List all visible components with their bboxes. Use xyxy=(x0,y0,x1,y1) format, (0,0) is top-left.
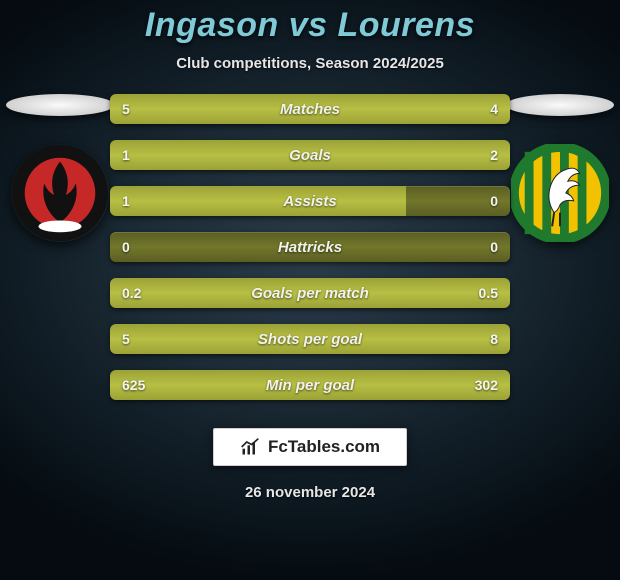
footer: FcTables.com xyxy=(0,428,620,466)
metric-row: 58Shots per goal xyxy=(110,324,510,354)
fill-right xyxy=(242,140,510,170)
player-left-side xyxy=(0,94,120,242)
fctables-badge: FcTables.com xyxy=(213,428,407,466)
fill-right xyxy=(226,278,510,308)
fill-left xyxy=(110,370,378,400)
metric-label: Hattricks xyxy=(110,232,510,262)
helmond-badge-icon xyxy=(11,144,109,242)
value-left: 5 xyxy=(122,324,130,354)
comparison-arena: 54Matches12Goals10Assists00Hattricks0.20… xyxy=(0,94,620,424)
value-right: 2 xyxy=(490,140,498,170)
page-title: Ingason vs Lourens xyxy=(0,6,620,45)
value-right: 8 xyxy=(490,324,498,354)
value-left: 1 xyxy=(122,186,130,216)
nameplate-right xyxy=(506,94,614,116)
value-right: 0 xyxy=(490,232,498,262)
fill-left xyxy=(110,324,262,354)
metric-row: 54Matches xyxy=(110,94,510,124)
date-text: 26 november 2024 xyxy=(0,484,620,501)
fill-left xyxy=(110,186,406,216)
value-right: 302 xyxy=(475,370,498,400)
value-right: 0 xyxy=(490,186,498,216)
metric-row: 10Assists xyxy=(110,186,510,216)
value-left: 0 xyxy=(122,232,130,262)
metric-bars: 54Matches12Goals10Assists00Hattricks0.20… xyxy=(110,94,510,416)
fill-right xyxy=(330,94,510,124)
value-left: 1 xyxy=(122,140,130,170)
club-badge-right xyxy=(511,144,609,242)
fill-left xyxy=(110,94,330,124)
brand-text: FcTables.com xyxy=(268,437,380,457)
value-left: 625 xyxy=(122,370,145,400)
value-right: 4 xyxy=(490,94,498,124)
fill-right xyxy=(262,324,510,354)
club-badge-left xyxy=(11,144,109,242)
metric-row: 0.20.5Goals per match xyxy=(110,278,510,308)
metric-row: 0 0Hattricks xyxy=(110,232,510,262)
ado-badge-icon xyxy=(511,144,609,242)
player-right-side xyxy=(500,94,620,242)
metric-row: 625302Min per goal xyxy=(110,370,510,400)
subtitle: Club competitions, Season 2024/2025 xyxy=(0,55,620,72)
chart-icon xyxy=(240,437,260,457)
content: Ingason vs Lourens Club competitions, Se… xyxy=(0,0,620,580)
value-left: 5 xyxy=(122,94,130,124)
nameplate-left xyxy=(6,94,114,116)
value-left: 0.2 xyxy=(122,278,141,308)
value-right: 0.5 xyxy=(479,278,498,308)
metric-row: 12Goals xyxy=(110,140,510,170)
